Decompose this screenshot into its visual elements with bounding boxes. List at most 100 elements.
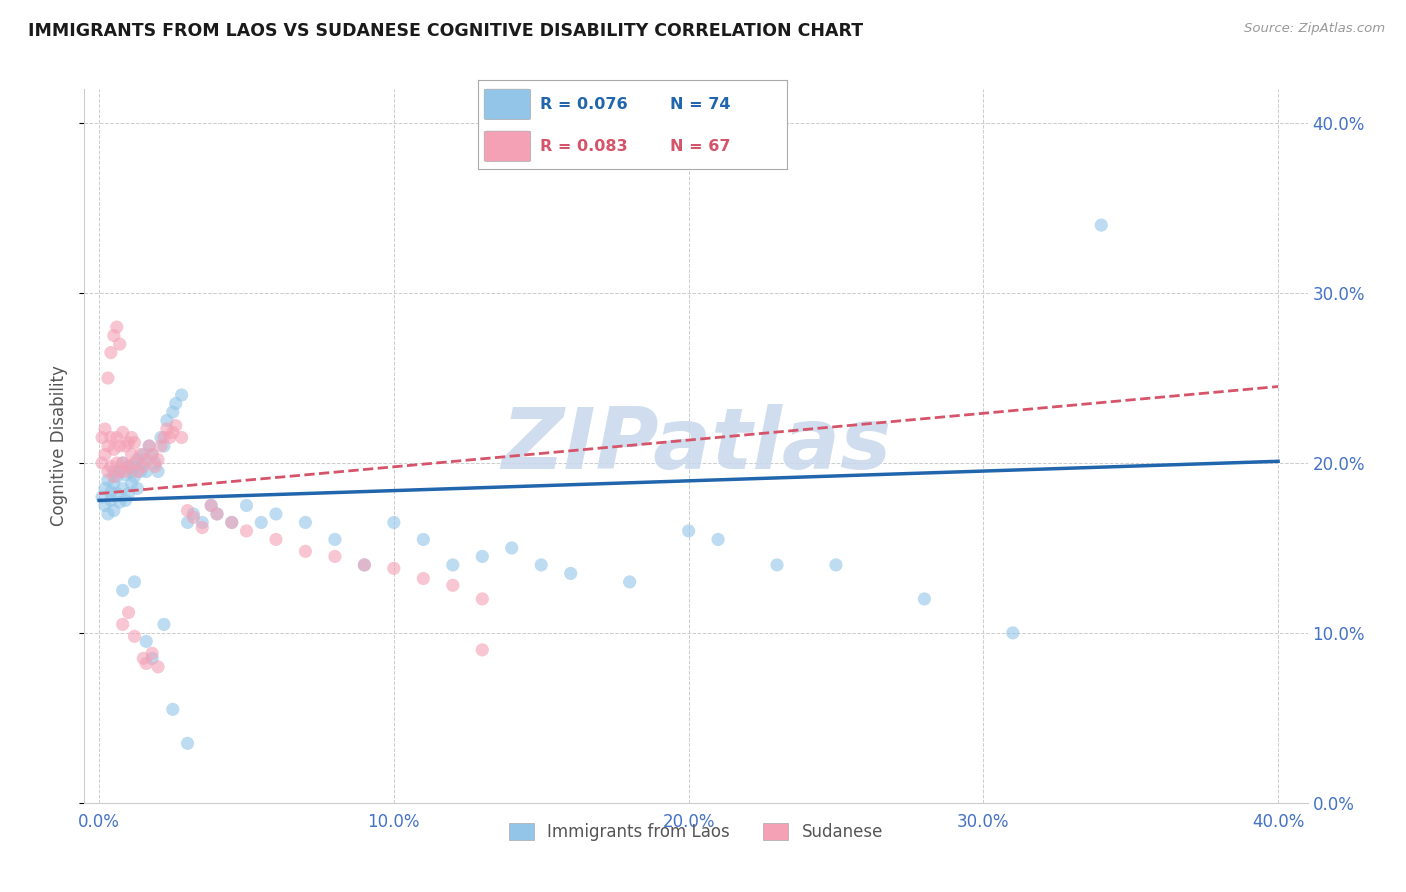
Point	[825, 558, 848, 572]
Point	[91, 430, 114, 444]
Text: ZIPatlas: ZIPatlas	[501, 404, 891, 488]
Point	[103, 503, 125, 517]
Point	[471, 643, 494, 657]
Point	[105, 320, 128, 334]
Point	[1001, 626, 1024, 640]
FancyBboxPatch shape	[484, 89, 530, 120]
Point	[294, 544, 316, 558]
Point	[124, 459, 146, 474]
Point	[114, 467, 136, 482]
Point	[353, 558, 375, 572]
Point	[132, 448, 155, 462]
Point	[135, 465, 157, 479]
Point	[103, 476, 125, 491]
Point	[121, 476, 143, 491]
Point	[108, 439, 131, 453]
Point	[412, 572, 434, 586]
Point	[117, 486, 139, 500]
Point	[127, 465, 149, 479]
Point	[205, 507, 228, 521]
Text: N = 67: N = 67	[669, 139, 730, 153]
Point	[91, 490, 114, 504]
Point	[94, 448, 117, 462]
Point	[132, 651, 155, 665]
Point	[105, 430, 128, 444]
Point	[264, 507, 287, 521]
Point	[100, 459, 122, 474]
Point	[153, 617, 176, 632]
Legend: Immigrants from Laos, Sudanese: Immigrants from Laos, Sudanese	[502, 816, 890, 848]
Point	[103, 442, 125, 457]
Point	[124, 629, 146, 643]
Point	[441, 558, 464, 572]
Point	[170, 430, 193, 444]
Point	[108, 337, 131, 351]
Point	[176, 503, 198, 517]
Point	[153, 430, 176, 444]
Point	[382, 561, 405, 575]
Point	[382, 516, 405, 530]
Point	[129, 448, 152, 462]
Point	[117, 459, 139, 474]
Point	[1090, 218, 1112, 232]
Point	[183, 510, 205, 524]
Point	[441, 578, 464, 592]
Point	[91, 456, 114, 470]
Point	[235, 524, 257, 538]
Point	[94, 422, 117, 436]
Point	[103, 469, 125, 483]
Point	[323, 549, 346, 564]
Point	[141, 448, 163, 462]
Point	[105, 456, 128, 470]
Point	[183, 507, 205, 521]
Point	[678, 524, 700, 538]
Point	[100, 493, 122, 508]
Point	[176, 516, 198, 530]
Point	[141, 646, 163, 660]
Point	[143, 456, 166, 470]
Point	[353, 558, 375, 572]
Point	[912, 591, 935, 606]
Point	[200, 499, 222, 513]
Point	[124, 456, 146, 470]
Point	[138, 439, 160, 453]
Point	[97, 439, 120, 453]
Point	[471, 549, 494, 564]
Point	[114, 439, 136, 453]
Point	[135, 657, 157, 671]
Point	[108, 465, 131, 479]
Point	[150, 430, 173, 444]
Point	[111, 456, 134, 470]
Point	[156, 413, 179, 427]
Point	[103, 328, 125, 343]
Point	[560, 566, 582, 581]
Point	[191, 516, 214, 530]
Point	[124, 469, 146, 483]
Point	[323, 533, 346, 547]
Point	[176, 736, 198, 750]
Point	[121, 465, 143, 479]
Text: R = 0.083: R = 0.083	[540, 139, 627, 153]
Point	[129, 465, 152, 479]
Point	[117, 606, 139, 620]
Point	[97, 473, 120, 487]
Point	[141, 651, 163, 665]
Point	[100, 484, 122, 499]
Point	[221, 516, 243, 530]
Text: R = 0.076: R = 0.076	[540, 97, 627, 112]
Point	[412, 533, 434, 547]
Point	[117, 459, 139, 474]
Point	[146, 660, 169, 674]
Point	[162, 702, 184, 716]
Point	[221, 516, 243, 530]
Point	[619, 574, 641, 589]
Point	[205, 507, 228, 521]
Point	[114, 465, 136, 479]
Point	[766, 558, 789, 572]
Point	[127, 482, 149, 496]
Point	[103, 465, 125, 479]
Point	[235, 499, 257, 513]
Point	[111, 583, 134, 598]
Point	[264, 533, 287, 547]
Point	[114, 493, 136, 508]
